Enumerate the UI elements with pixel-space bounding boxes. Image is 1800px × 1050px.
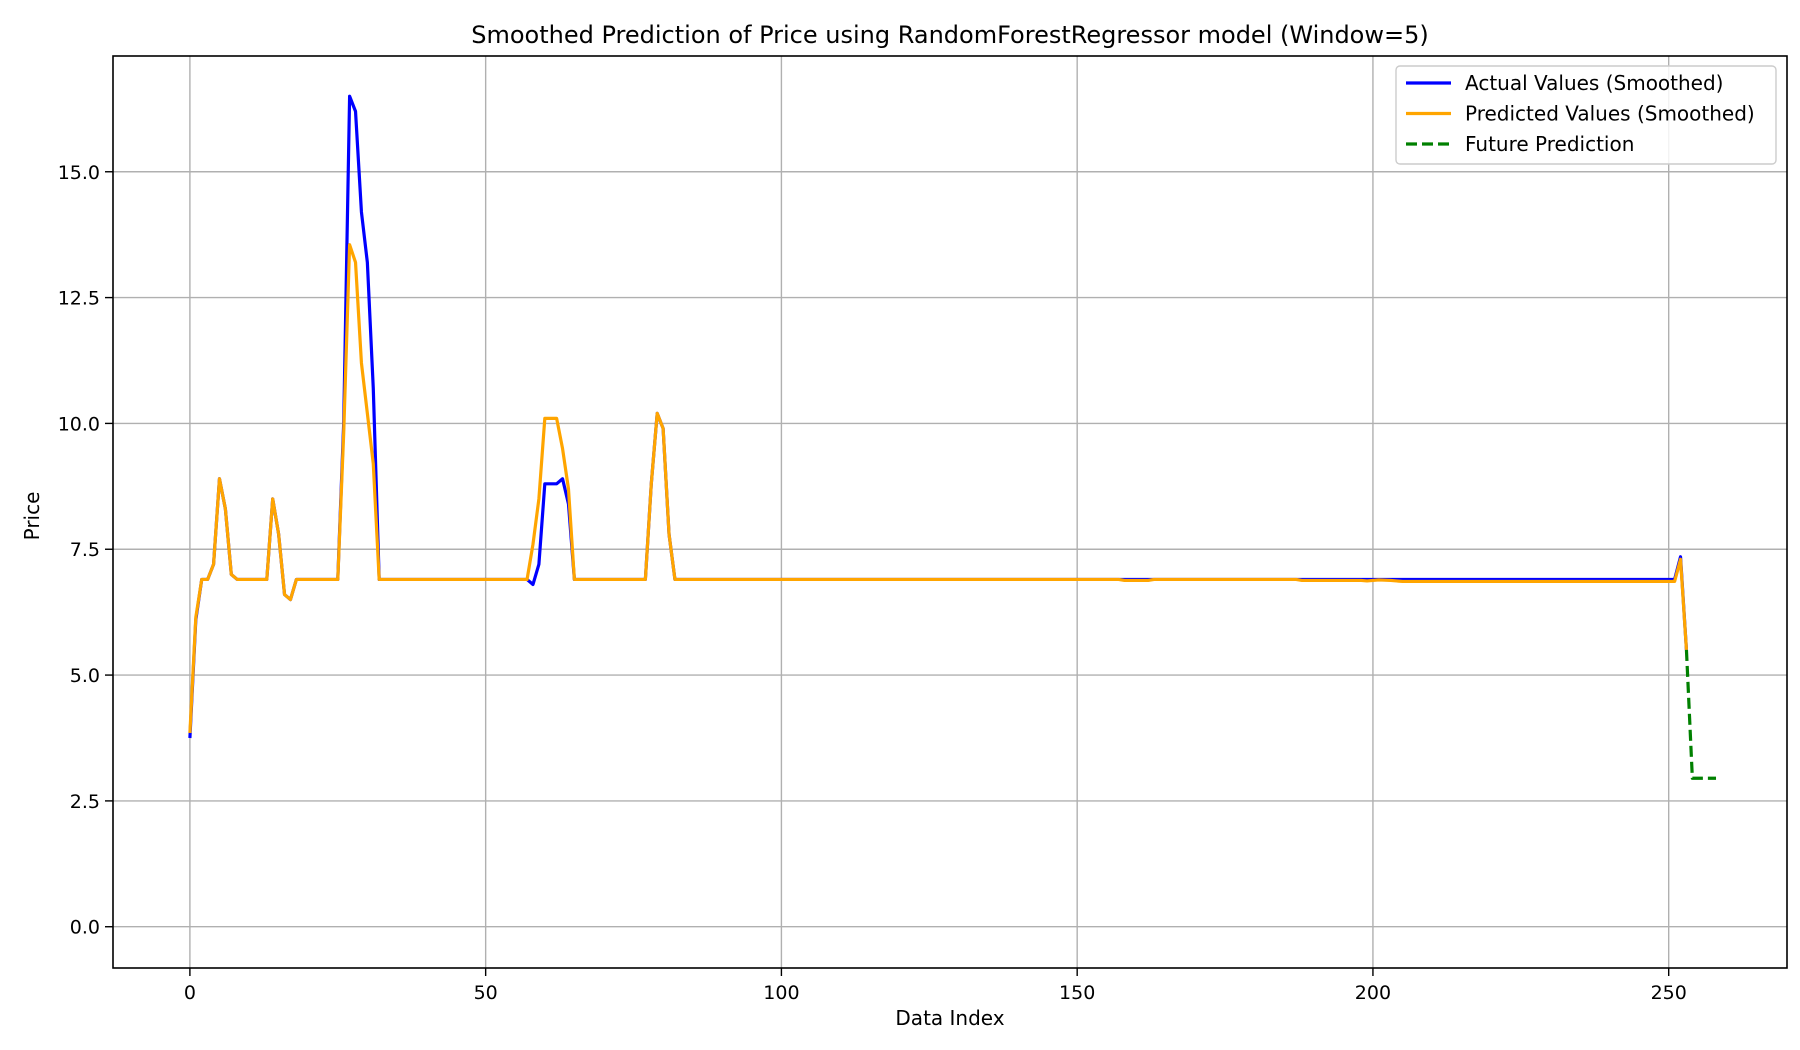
- series-line-3: [1684, 649, 1717, 780]
- legend-label-3: Future Prediction: [1465, 132, 1634, 156]
- y-tick-label: 15.0: [58, 162, 100, 184]
- y-tick-label: 7.5: [70, 539, 100, 561]
- y-tick-label: 0.0: [70, 917, 100, 939]
- x-tick-label: 250: [1651, 982, 1687, 1004]
- x-tick-label: 150: [1059, 982, 1095, 1004]
- legend-label-1: Actual Values (Smoothed): [1465, 71, 1724, 95]
- x-tick-label: 200: [1355, 982, 1391, 1004]
- y-tick-label: 10.0: [58, 413, 100, 435]
- x-tick-label: 0: [184, 982, 196, 1004]
- series-line-2: [188, 243, 1689, 734]
- grid: [113, 56, 1787, 968]
- legend-label-2: Predicted Values (Smoothed): [1465, 102, 1755, 126]
- plot-frame: [112, 55, 1788, 969]
- legend-box: [1395, 65, 1777, 165]
- x-axis-title: Data Index: [895, 1006, 1004, 1030]
- x-tick-label: 100: [763, 982, 799, 1004]
- y-tick-label: 2.5: [70, 791, 100, 813]
- y-axis-title: Price: [20, 492, 44, 541]
- plot-area: [113, 56, 1787, 968]
- y-tick-label: 5.0: [70, 665, 100, 687]
- series-lines: [188, 94, 1717, 780]
- x-tick-label: 50: [474, 982, 498, 1004]
- legend: Actual Values (Smoothed) Predicted Values…: [1395, 65, 1777, 165]
- chart-title: Smoothed Prediction of Price using Rando…: [471, 21, 1428, 49]
- y-tick-label: 12.5: [58, 288, 100, 310]
- axes: 0 50 100 150 200 250 0.0 2.5 5.0 7.5 10.0 12.5 15.0: [58, 162, 1687, 1004]
